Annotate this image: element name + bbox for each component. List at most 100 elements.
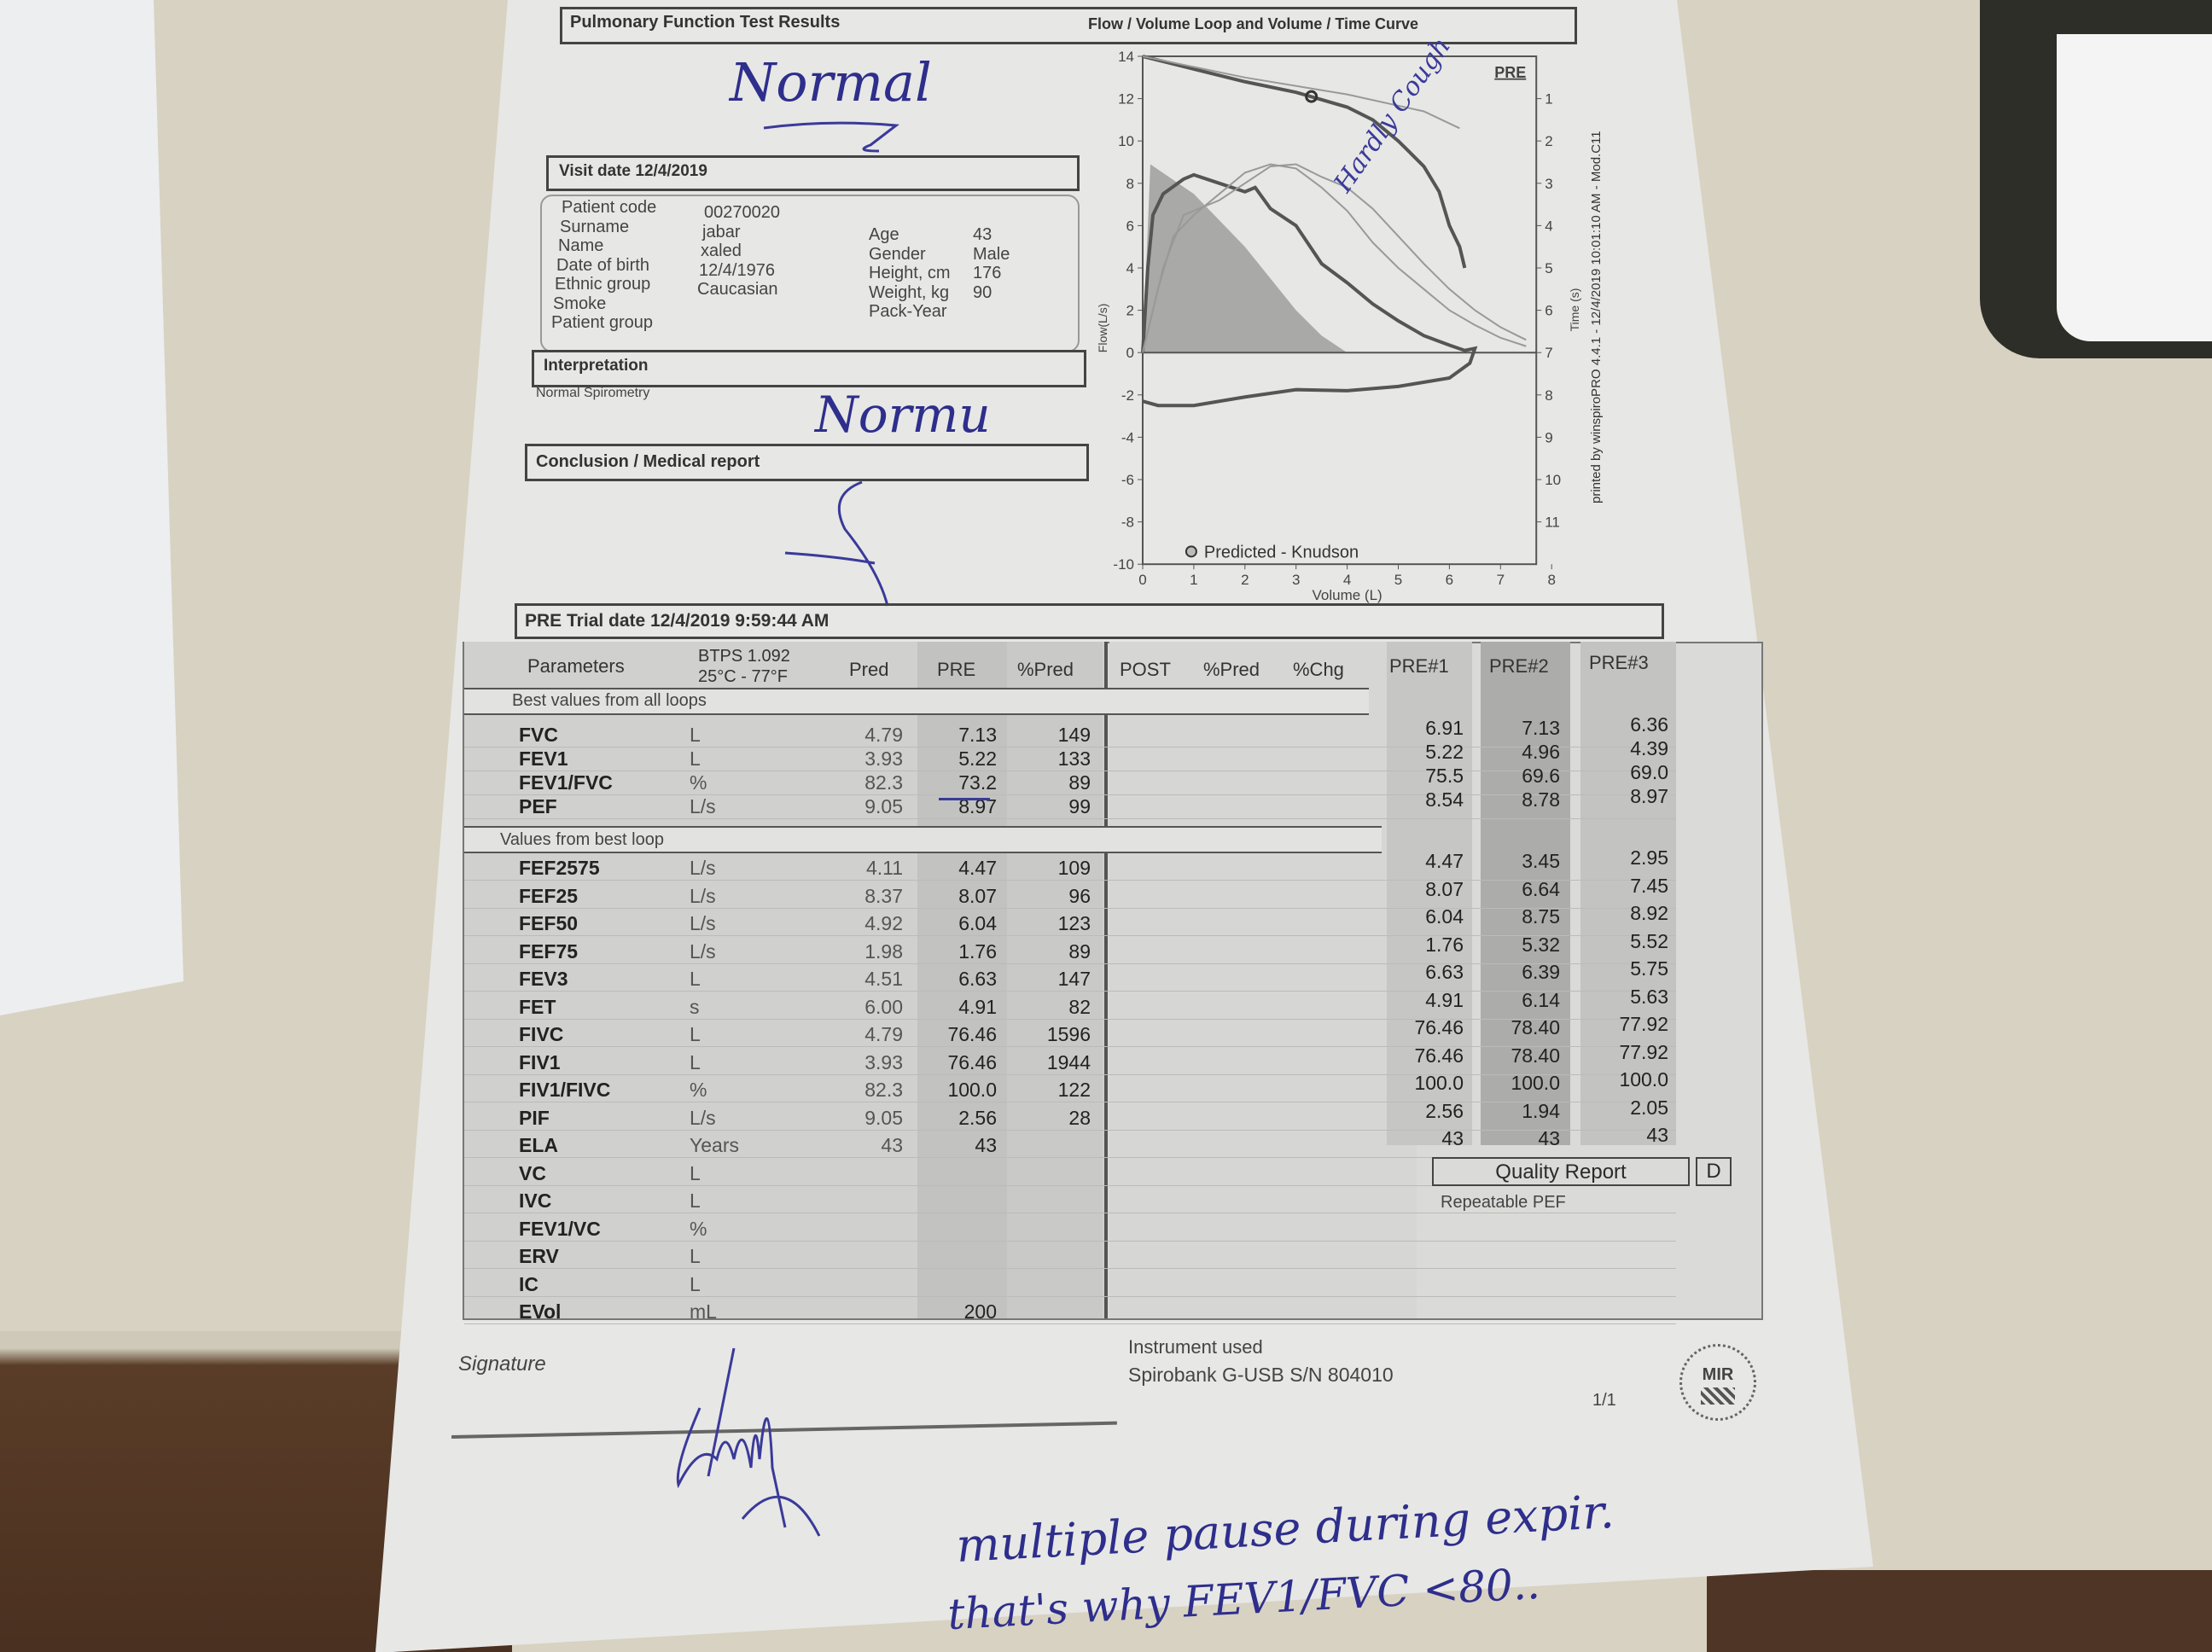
pre-value: 200 (963, 1300, 997, 1323)
pct-pred-value: 96 (1068, 884, 1091, 907)
param-name: FIV1/FIVC (519, 1079, 611, 1101)
time-tick-label: 6 (1545, 303, 1552, 319)
patient-field-value: 12/4/1976 (699, 260, 775, 280)
series-line-4 (1142, 55, 1460, 130)
param-unit: % (690, 1217, 707, 1240)
x-tick-label: 0 (1138, 572, 1146, 588)
handwritten-normal-note: Normal (730, 51, 932, 113)
header-pre1: PRE#1 (1389, 655, 1449, 677)
pre2-value: 8.75 (1522, 905, 1560, 928)
signature-label: Signature (458, 1352, 546, 1376)
pre2-value: 7.13 (1522, 717, 1560, 739)
param-unit: L (690, 1272, 701, 1295)
param-unit: mL (690, 1300, 717, 1323)
x-tick-label: 1 (1190, 572, 1197, 588)
param-name: FEF75 (519, 939, 579, 963)
param-unit: L (690, 724, 701, 746)
pre-value: 100.0 (947, 1079, 997, 1101)
page-number: 1/1 (1592, 1391, 1616, 1410)
patient-field-label: Age (869, 225, 899, 244)
patient-field-label: Date of birth (556, 255, 649, 275)
x-tick-label: 5 (1394, 572, 1402, 588)
pre1-value: 4.47 (1425, 850, 1464, 872)
pct-pred-value: 99 (1068, 795, 1091, 817)
x-tick-label: 7 (1497, 572, 1505, 588)
x-tick-label: 8 (1547, 572, 1555, 588)
mir-logo: MIR (1679, 1344, 1756, 1421)
param-name: FEF2575 (519, 857, 600, 879)
pre2-value: 69.6 (1522, 765, 1560, 787)
param-name: FEF50 (519, 912, 579, 934)
time-tick-label: 7 (1545, 345, 1552, 361)
pred-value: 82.3 (864, 1079, 903, 1101)
pct-pred-value: 1596 (1046, 1023, 1091, 1045)
pred-value: 1.98 (864, 939, 903, 963)
pre2-value: 4.96 (1522, 741, 1560, 763)
pct-pred-value: 147 (1057, 968, 1091, 990)
pre2-value: 43 (1538, 1127, 1560, 1149)
patient-field-label: Ethnic group (555, 275, 651, 294)
report-header-box (560, 7, 1577, 44)
param-unit: s (690, 995, 700, 1018)
x-axis-label: Volume (L) (1312, 587, 1382, 603)
x-tick-label: 2 (1241, 572, 1249, 588)
param-name: FIV1 (519, 1050, 561, 1073)
header-pre: PRE (937, 659, 976, 680)
pre1-value: 8.54 (1425, 788, 1464, 811)
y2-axis-label: Time (s) (1568, 288, 1581, 332)
pct-pred-value: 149 (1057, 724, 1091, 746)
pct-pred-value: 122 (1057, 1079, 1091, 1101)
conclusion-box (525, 444, 1089, 481)
series-line-2 (1142, 163, 1527, 353)
best-loop-band (464, 826, 1382, 853)
pre-value: 8.07 (958, 884, 997, 907)
y-tick-label: 0 (1126, 345, 1134, 361)
patient-field-label: Patient group (551, 313, 653, 332)
pre1-value: 6.91 (1425, 717, 1464, 739)
y-tick-label: 14 (1118, 49, 1134, 65)
pre3-value: 100.0 (1619, 1068, 1668, 1091)
header-pct-pred: %Pred (1017, 659, 1074, 680)
header-pre2: PRE#2 (1489, 655, 1549, 677)
legend-label: Predicted - Knudson (1204, 543, 1359, 561)
pre2-value: 1.94 (1522, 1099, 1560, 1122)
pre3-value: 69.0 (1630, 761, 1668, 783)
quality-grade: D (1706, 1160, 1721, 1183)
param-name: ELA (519, 1134, 558, 1156)
pre1-value: 6.04 (1425, 905, 1464, 928)
pre-value: 76.46 (947, 1050, 997, 1073)
pre-value: 6.04 (958, 912, 997, 934)
y-axis-label: Flow(L/s) (1096, 304, 1109, 353)
y-tick-label: 4 (1126, 260, 1134, 276)
pre-value: 73.2 (958, 771, 997, 794)
param-unit: % (690, 771, 707, 794)
pre3-value: 77.92 (1619, 1013, 1668, 1035)
pre1-value: 4.91 (1425, 988, 1464, 1011)
quality-report-box (1432, 1157, 1690, 1186)
pre3-value: 5.63 (1630, 985, 1668, 1008)
pre3-value: 4.39 (1630, 737, 1668, 759)
patient-field-value: 90 (973, 282, 992, 302)
param-unit: L/s (690, 795, 716, 817)
handwritten-underline-fev1-fvc (939, 798, 990, 800)
pre3-value: 6.36 (1630, 713, 1668, 736)
patient-field-label: Name (558, 236, 604, 255)
param-unit: L/s (690, 1106, 716, 1129)
pred-value: 3.93 (864, 747, 903, 770)
patient-field-value: jabar (702, 222, 741, 241)
time-tick-label: 1 (1545, 91, 1552, 108)
y-tick-label: -10 (1113, 556, 1134, 573)
time-tick-label: 10 (1545, 472, 1561, 488)
param-name: FEV1/VC (519, 1217, 601, 1240)
patient-field-label: Gender (869, 244, 926, 264)
y-tick-label: 6 (1126, 218, 1134, 234)
time-tick-label: 9 (1545, 429, 1552, 445)
param-unit: L (690, 1161, 701, 1184)
y-tick-label: -2 (1121, 387, 1134, 404)
header-pct-chg: %Chg (1293, 659, 1344, 680)
conclusion-title: Conclusion / Medical report (536, 452, 760, 471)
pre2-value: 100.0 (1511, 1072, 1560, 1094)
param-name: EVol (519, 1300, 562, 1323)
pre2-column-shade (1481, 642, 1570, 1145)
patient-field-value: 00270020 (704, 203, 780, 222)
